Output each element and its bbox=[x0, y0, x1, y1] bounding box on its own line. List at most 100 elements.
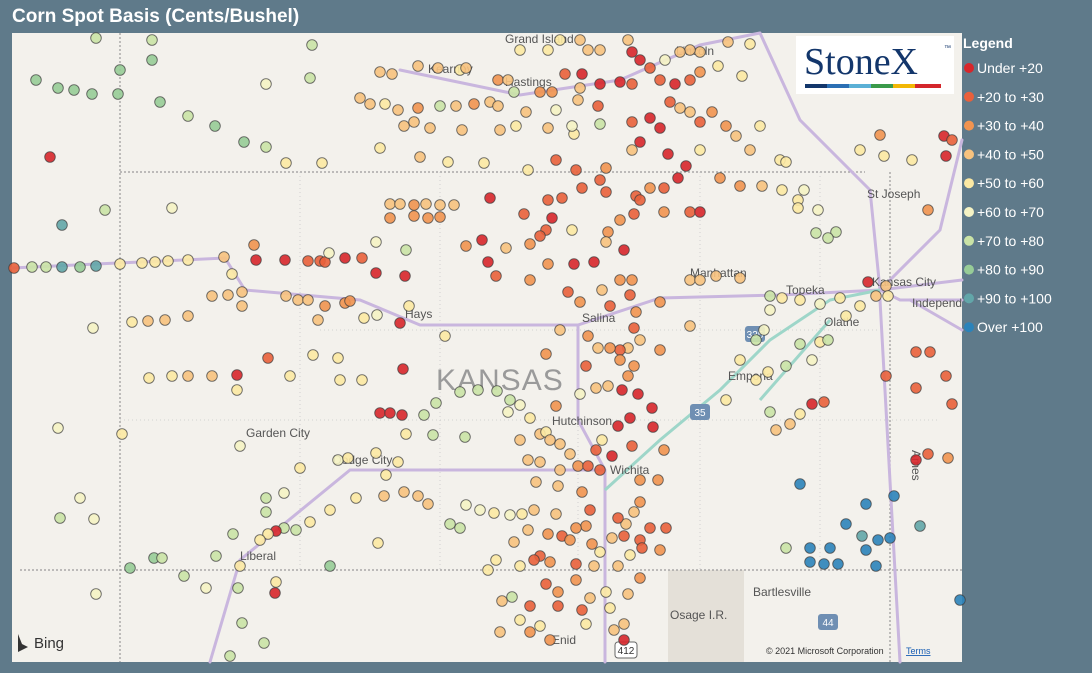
location-dot[interactable] bbox=[714, 172, 726, 184]
location-dot[interactable] bbox=[200, 582, 212, 594]
location-dot[interactable] bbox=[860, 544, 872, 556]
location-dot[interactable] bbox=[550, 400, 562, 412]
location-dot[interactable] bbox=[614, 76, 626, 88]
location-dot[interactable] bbox=[324, 560, 336, 572]
location-dot[interactable] bbox=[206, 370, 218, 382]
location-dot[interactable] bbox=[124, 562, 136, 574]
location-dot[interactable] bbox=[399, 270, 411, 282]
location-dot[interactable] bbox=[694, 46, 706, 58]
location-dot[interactable] bbox=[794, 294, 806, 306]
location-dot[interactable] bbox=[434, 100, 446, 112]
location-dot[interactable] bbox=[30, 74, 42, 86]
location-dot[interactable] bbox=[90, 32, 102, 44]
location-dot[interactable] bbox=[544, 634, 556, 646]
location-dot[interactable] bbox=[528, 554, 540, 566]
location-dot[interactable] bbox=[546, 86, 558, 98]
location-dot[interactable] bbox=[468, 98, 480, 110]
location-dot[interactable] bbox=[236, 300, 248, 312]
location-dot[interactable] bbox=[554, 34, 566, 46]
location-dot[interactable] bbox=[576, 486, 588, 498]
location-dot[interactable] bbox=[114, 64, 126, 76]
location-dot[interactable] bbox=[602, 226, 614, 238]
location-dot[interactable] bbox=[654, 74, 666, 86]
legend-label[interactable]: Over +100 bbox=[977, 319, 1043, 335]
location-dot[interactable] bbox=[420, 198, 432, 210]
location-dot[interactable] bbox=[534, 456, 546, 468]
location-dot[interactable] bbox=[542, 122, 554, 134]
location-dot[interactable] bbox=[780, 360, 792, 372]
location-dot[interactable] bbox=[550, 508, 562, 520]
location-dot[interactable] bbox=[534, 86, 546, 98]
location-dot[interactable] bbox=[332, 454, 344, 466]
location-dot[interactable] bbox=[608, 624, 620, 636]
location-dot[interactable] bbox=[397, 363, 409, 375]
location-dot[interactable] bbox=[794, 478, 806, 490]
location-dot[interactable] bbox=[126, 316, 138, 328]
location-dot[interactable] bbox=[626, 78, 638, 90]
location-dot[interactable] bbox=[182, 370, 194, 382]
location-dot[interactable] bbox=[149, 256, 161, 268]
location-dot[interactable] bbox=[494, 626, 506, 638]
location-dot[interactable] bbox=[520, 106, 532, 118]
location-dot[interactable] bbox=[604, 342, 616, 354]
location-dot[interactable] bbox=[510, 120, 522, 132]
location-dot[interactable] bbox=[166, 370, 178, 382]
location-dot[interactable] bbox=[52, 422, 64, 434]
location-dot[interactable] bbox=[544, 434, 556, 446]
location-dot[interactable] bbox=[412, 60, 424, 72]
location-dot[interactable] bbox=[672, 172, 684, 184]
location-dot[interactable] bbox=[888, 490, 900, 502]
location-dot[interactable] bbox=[606, 532, 618, 544]
location-dot[interactable] bbox=[472, 384, 484, 396]
location-dot[interactable] bbox=[618, 244, 630, 256]
location-dot[interactable] bbox=[364, 98, 376, 110]
location-dot[interactable] bbox=[224, 650, 236, 662]
location-dot[interactable] bbox=[227, 528, 239, 540]
location-dot[interactable] bbox=[874, 129, 886, 141]
location-dot[interactable] bbox=[162, 255, 174, 267]
location-dot[interactable] bbox=[684, 106, 696, 118]
location-dot[interactable] bbox=[234, 560, 246, 572]
location-dot[interactable] bbox=[222, 289, 234, 301]
location-dot[interactable] bbox=[664, 96, 676, 108]
location-dot[interactable] bbox=[403, 300, 415, 312]
location-dot[interactable] bbox=[566, 120, 578, 132]
location-dot[interactable] bbox=[872, 534, 884, 546]
location-dot[interactable] bbox=[854, 300, 866, 312]
location-dot[interactable] bbox=[474, 504, 486, 516]
location-dot[interactable] bbox=[654, 344, 666, 356]
location-dot[interactable] bbox=[262, 352, 274, 364]
location-dot[interactable] bbox=[634, 474, 646, 486]
location-dot[interactable] bbox=[634, 496, 646, 508]
location-dot[interactable] bbox=[652, 474, 664, 486]
location-dot[interactable] bbox=[942, 452, 954, 464]
location-dot[interactable] bbox=[580, 520, 592, 532]
location-dot[interactable] bbox=[44, 151, 56, 163]
location-dot[interactable] bbox=[622, 370, 634, 382]
location-dot[interactable] bbox=[922, 448, 934, 460]
location-dot[interactable] bbox=[792, 202, 804, 214]
location-dot[interactable] bbox=[794, 338, 806, 350]
location-dot[interactable] bbox=[522, 524, 534, 536]
location-dot[interactable] bbox=[754, 120, 766, 132]
location-dot[interactable] bbox=[542, 44, 554, 56]
location-dot[interactable] bbox=[182, 110, 194, 122]
location-dot[interactable] bbox=[812, 204, 824, 216]
location-dot[interactable] bbox=[694, 206, 706, 218]
location-dot[interactable] bbox=[87, 322, 99, 334]
location-dot[interactable] bbox=[856, 530, 868, 542]
location-dot[interactable] bbox=[604, 602, 616, 614]
location-dot[interactable] bbox=[654, 544, 666, 556]
location-dot[interactable] bbox=[878, 150, 890, 162]
location-dot[interactable] bbox=[454, 386, 466, 398]
location-dot[interactable] bbox=[284, 370, 296, 382]
location-dot[interactable] bbox=[540, 578, 552, 590]
location-dot[interactable] bbox=[574, 296, 586, 308]
location-dot[interactable] bbox=[582, 44, 594, 56]
location-dot[interactable] bbox=[226, 268, 238, 280]
location-dot[interactable] bbox=[910, 454, 922, 466]
location-dot[interactable] bbox=[614, 344, 626, 356]
location-dot[interactable] bbox=[594, 78, 606, 90]
location-dot[interactable] bbox=[770, 424, 782, 436]
location-dot[interactable] bbox=[254, 534, 266, 546]
